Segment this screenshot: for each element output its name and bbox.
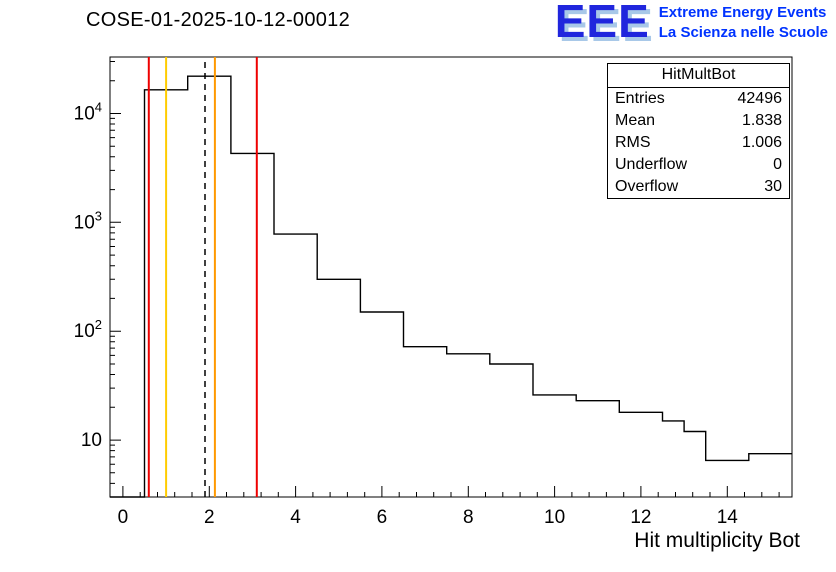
x-tick-label: 2 (204, 507, 215, 528)
eee-logo: EEE Extreme Energy Events La Scienza nel… (554, 0, 828, 47)
logo-line-2: La Scienza nelle Scuole (658, 23, 828, 41)
stat-label: Underflow (615, 156, 688, 173)
x-tick-label: 10 (544, 507, 565, 528)
stat-value: 1.006 (741, 134, 782, 151)
x-axis-title: Hit multiplicity Bot (634, 529, 800, 552)
stat-value: 1.838 (741, 112, 782, 129)
stat-label: Entries (615, 90, 665, 107)
stat-value: 0 (773, 156, 782, 173)
eee-logo-caption: Extreme Energy Events La Scienza nelle S… (659, 2, 828, 41)
y-tick-label: 104 (74, 100, 102, 125)
stat-label: Overflow (615, 178, 679, 195)
stats-row-underflow: Underflow 0 (608, 154, 789, 176)
logo-line-1: Extreme Energy Events (658, 4, 827, 21)
stat-label: Mean (615, 112, 656, 129)
stats-box: HitMultBot Entries 42496 Mean 1.838 RMS … (607, 63, 790, 199)
x-tick-label: 8 (463, 507, 474, 528)
stats-row-entries: Entries 42496 (608, 88, 789, 110)
x-tick-label: 6 (377, 507, 388, 528)
x-tick-label: 14 (717, 507, 739, 528)
stat-label: RMS (615, 134, 651, 151)
y-tick-label: 103 (74, 208, 102, 233)
y-tick-label: 10 (81, 430, 102, 451)
stat-value: 30 (764, 178, 782, 195)
x-tick-label: 0 (118, 507, 129, 528)
x-tick-label: 12 (630, 507, 651, 528)
y-tick-label: 102 (74, 317, 102, 342)
stats-title: HitMultBot (608, 64, 789, 88)
plot-title: COSE-01-2025-10-12-00012 (86, 9, 351, 31)
axis-ticks (110, 61, 780, 497)
x-tick-label: 4 (290, 507, 301, 528)
stats-row-overflow: Overflow 30 (608, 176, 789, 198)
stats-row-mean: Mean 1.838 (608, 110, 789, 132)
stats-row-rms: RMS 1.006 (608, 132, 789, 154)
eee-logo-letters: EEE (554, 0, 650, 47)
histogram-line (110, 75, 792, 498)
stat-value: 42496 (737, 90, 783, 107)
